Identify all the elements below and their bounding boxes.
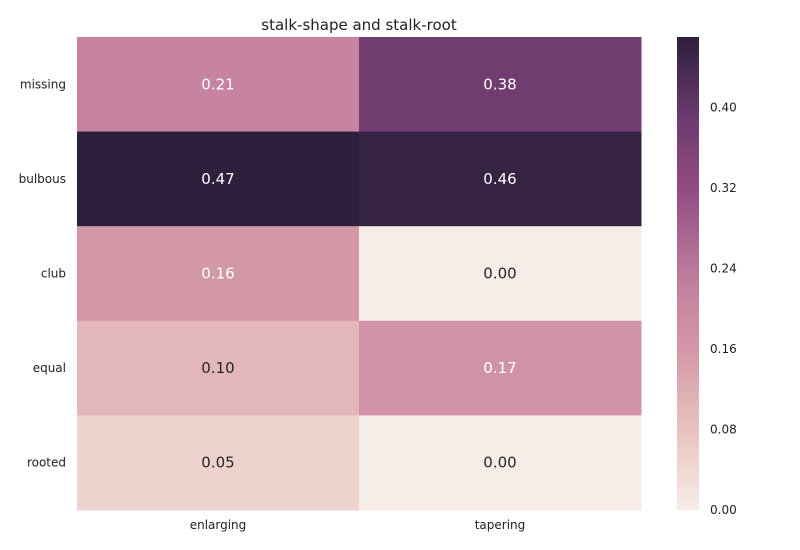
row-label: rooted: [27, 456, 66, 470]
cell-value-label: 0.17: [483, 359, 516, 377]
heatmap-cell: [77, 226, 360, 322]
cell-value-label: 0.00: [483, 265, 516, 283]
row-label: equal: [33, 361, 66, 375]
heatmap-cells: 0.21 0.38 0.47 0.46 0.16 0.00 0.10 0.17 0.05 0.00: [77, 37, 642, 511]
column-label: tapering: [475, 518, 526, 532]
colorbar-ticks: 0.00 0.08 0.16 0.24 0.32 0.40: [710, 100, 737, 517]
cell-value-label: 0.46: [483, 170, 516, 188]
cell-value-label: 0.47: [201, 170, 234, 188]
colorbar-tick-label: 0.08: [710, 422, 737, 436]
cell-value-label: 0.16: [201, 265, 234, 283]
row-label: missing: [20, 77, 66, 91]
heatmap-cell: [77, 131, 360, 227]
heatmap-cell: [77, 37, 360, 133]
heatmap-cell: [359, 320, 642, 416]
colorbar: [677, 37, 699, 510]
row-label: bulbous: [19, 172, 66, 186]
cell-value-label: 0.00: [483, 454, 516, 472]
cell-value-label: 0.21: [201, 75, 234, 93]
row-label: club: [41, 267, 66, 281]
colorbar-tick-label: 0.32: [710, 181, 737, 195]
heatmap-cell: [77, 320, 360, 416]
cell-value-label: 0.10: [201, 359, 234, 377]
colorbar-tick-label: 0.24: [710, 261, 737, 275]
cell-value-label: 0.05: [201, 454, 234, 472]
heatmap-cell: [359, 415, 642, 511]
cell-value-label: 0.38: [483, 75, 516, 93]
heatmap-cell: [359, 131, 642, 227]
heatmap-cell: [359, 226, 642, 322]
colorbar-tick-label: 0.40: [710, 100, 737, 114]
colorbar-tick-label: 0.00: [710, 503, 737, 517]
row-labels: missing bulbous club equal rooted: [19, 77, 66, 469]
heatmap-cell: [77, 415, 360, 511]
column-labels: enlarging tapering: [190, 518, 526, 532]
column-label: enlarging: [190, 518, 247, 532]
heatmap-cell: [359, 37, 642, 133]
colorbar-tick-label: 0.16: [710, 342, 737, 356]
chart-title: stalk-shape and stalk-root: [261, 16, 457, 34]
